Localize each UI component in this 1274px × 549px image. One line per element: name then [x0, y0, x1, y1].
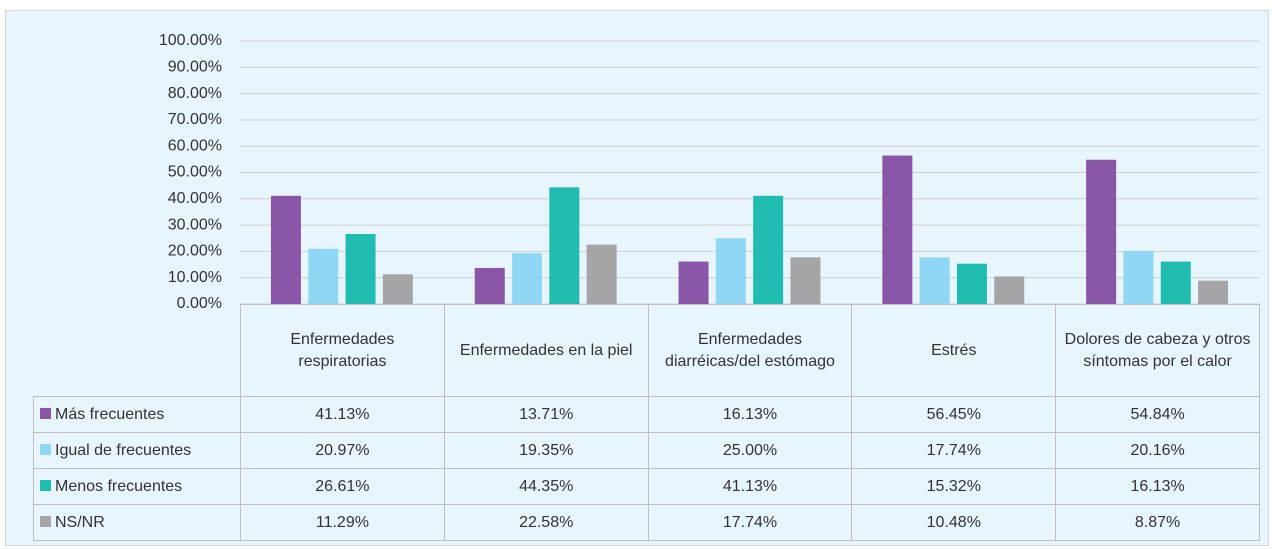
- bar: [345, 234, 376, 304]
- bar: [882, 155, 913, 304]
- bar: [474, 267, 505, 304]
- legend-label: Menos frecuentes: [55, 477, 183, 495]
- legend-swatch: [40, 515, 51, 527]
- legend-swatch: [40, 479, 51, 491]
- y-tick-label: 0.00%: [177, 295, 222, 312]
- bar: [586, 244, 617, 304]
- table-cell: 25.00%: [647, 432, 853, 469]
- legend-label: NS/NR: [55, 513, 105, 531]
- table-cell: 20.97%: [240, 432, 445, 469]
- table-cell: 10.48%: [851, 504, 1057, 541]
- y-tick-label: 20.00%: [168, 243, 222, 260]
- y-tick-label: 40.00%: [168, 190, 222, 207]
- y-tick-label: 50.00%: [168, 164, 222, 181]
- bar: [753, 195, 784, 304]
- bar: [308, 248, 339, 304]
- legend-entry: NS/NR: [33, 504, 241, 541]
- table-cell: 19.35%: [443, 432, 649, 469]
- table-cell: 11.29%: [240, 504, 445, 541]
- data-row: Menos frecuentes 26.61% 44.35% 41.13% 15.32%…: [33, 468, 1260, 505]
- data-row: Igual de frecuentes 20.97% 19.35% 25.00% 17.…: [33, 432, 1260, 469]
- legend-entry: Menos frecuentes: [33, 468, 241, 505]
- table-cell: 41.13%: [240, 396, 445, 433]
- bar: [678, 261, 709, 304]
- bar: [1160, 261, 1191, 304]
- table-cell: 15.32%: [851, 468, 1057, 505]
- table-cell: 8.87%: [1055, 504, 1260, 541]
- corner-cell: [34, 305, 241, 397]
- bar: [715, 238, 746, 304]
- y-tick-label: 60.00%: [168, 137, 222, 154]
- x-tick-label: Enfermedades respiratorias: [240, 304, 445, 397]
- legend-swatch: [40, 407, 51, 419]
- bar: [956, 263, 987, 304]
- bar: [549, 187, 580, 304]
- y-tick-label: 10.00%: [168, 269, 222, 286]
- table-cell: 56.45%: [851, 396, 1057, 433]
- table-cell: 16.13%: [1055, 468, 1260, 505]
- table-cell: 54.84%: [1055, 396, 1260, 433]
- bar: [382, 274, 413, 304]
- bar: [790, 257, 821, 304]
- data-table: Enfermedades respiratorias Enfermedades e…: [33, 304, 1260, 541]
- header-row: Enfermedades respiratorias Enfermedades e…: [34, 304, 1260, 397]
- table-cell: 22.58%: [443, 504, 649, 541]
- y-tick-label: 70.00%: [168, 111, 222, 128]
- table-cell: 26.61%: [240, 468, 445, 505]
- legend-label: Más frecuentes: [55, 405, 165, 423]
- x-tick-label: Enfermedades diarréicas/del estómago: [647, 304, 853, 397]
- bar: [919, 257, 950, 304]
- x-tick-label: Dolores de cabeza y otros síntomas por e…: [1055, 304, 1260, 397]
- table-cell: 41.13%: [647, 468, 853, 505]
- x-tick-label: Enfermedades en la piel: [443, 304, 649, 397]
- data-row: NS/NR 11.29% 22.58% 17.74% 10.48% 8.87%: [33, 504, 1260, 541]
- legend-entry: Igual de frecuentes: [33, 432, 241, 469]
- y-tick-label: 100.00%: [159, 32, 222, 49]
- bar: [1198, 280, 1229, 304]
- legend-swatch: [40, 443, 51, 455]
- x-tick-label: Estrés: [851, 304, 1057, 397]
- y-tick-label: 30.00%: [168, 216, 222, 233]
- bar: [512, 253, 543, 304]
- data-row: Más frecuentes 41.13% 13.71% 16.13% 56.45% 54…: [33, 396, 1260, 433]
- y-tick-label: 90.00%: [168, 59, 222, 76]
- table-cell: 44.35%: [443, 468, 649, 505]
- bar: [1086, 159, 1117, 304]
- table-cell: 20.16%: [1055, 432, 1260, 469]
- legend-label: Igual de frecuentes: [55, 441, 192, 459]
- table-cell: 17.74%: [647, 504, 853, 541]
- bar: [270, 195, 301, 304]
- table-cell: 17.74%: [851, 432, 1057, 469]
- legend-entry: Más frecuentes: [33, 396, 241, 433]
- table-cell: 16.13%: [647, 396, 853, 433]
- y-tick-label: 80.00%: [168, 85, 222, 102]
- table-cell: 13.71%: [443, 396, 649, 433]
- bar: [1123, 250, 1154, 304]
- bar: [994, 276, 1025, 304]
